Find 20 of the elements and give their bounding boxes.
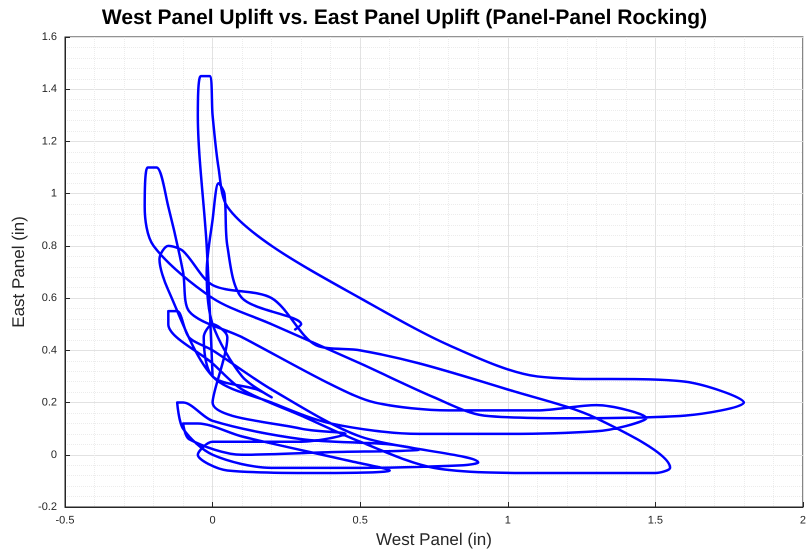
y-tick-label: 0.2 [42, 396, 57, 409]
y-tick-label: 1.6 [42, 31, 57, 43]
line-series [143, 74, 746, 474]
y-tick-label: -0.2 [38, 501, 57, 513]
x-tick-label: 0 [210, 514, 216, 526]
x-tick-label: 0.5 [352, 514, 368, 526]
y-axis-title: East Panel (in) [9, 216, 28, 328]
y-tick-label: 0.6 [42, 292, 57, 304]
y-tick-label: 1.2 [42, 135, 57, 148]
chart-title: West Panel Uplift vs. East Panel Uplift (Panel-Panel Rocking) [102, 6, 708, 29]
x-axis-title: West Panel (in) [376, 530, 492, 549]
y-tick-label: 1 [50, 188, 57, 200]
y-tick-label: 0.4 [42, 344, 57, 356]
x-tick-label: -0.5 [56, 514, 74, 526]
y-tick-label: 1.4 [42, 83, 57, 96]
x-tick-label: 1.5 [648, 514, 663, 526]
x-tick-label: 2 [800, 514, 806, 526]
x-tick-label: 1 [504, 514, 511, 526]
y-tick-label: 0 [50, 448, 57, 461]
y-tick-label: 0.8 [42, 240, 57, 252]
